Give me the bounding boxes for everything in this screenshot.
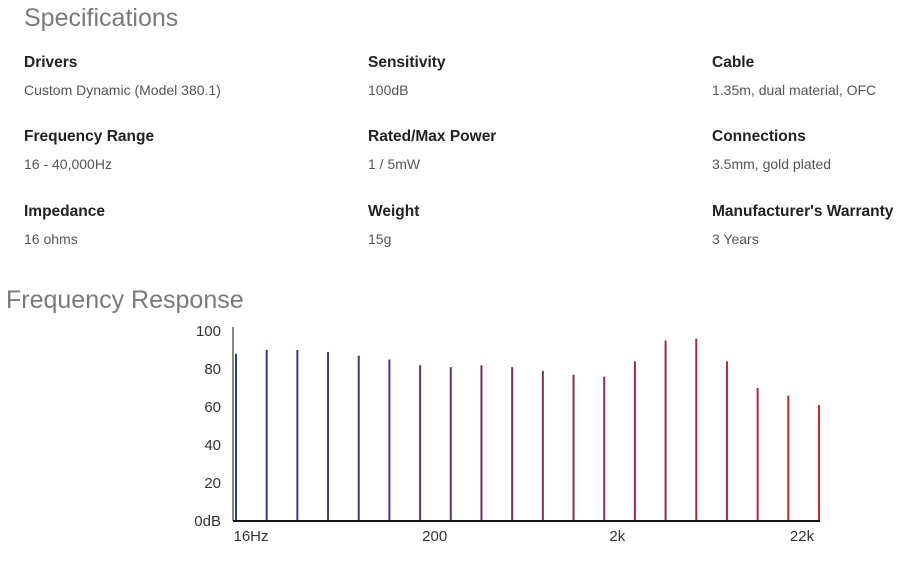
- spec-value: 15g: [368, 231, 392, 247]
- spec-sensitivity: Sensitivity 100dB: [368, 54, 668, 98]
- y-tick-label: 40: [204, 437, 221, 454]
- spec-label: Sensitivity: [368, 54, 446, 71]
- spec-weight: Weight 15g: [368, 203, 668, 247]
- spec-label: Manufacturer's Warranty: [712, 203, 894, 220]
- y-tick-label: 80: [204, 361, 221, 378]
- spec-drivers: Drivers Custom Dynamic (Model 380.1): [24, 54, 324, 98]
- spec-value: 16 - 40,000Hz: [24, 156, 112, 172]
- frequency-response-title: Frequency Response: [6, 286, 244, 314]
- spec-label: Drivers: [24, 54, 78, 71]
- x-tick-label: 200: [422, 528, 447, 545]
- spec-label: Frequency Range: [24, 128, 155, 145]
- spec-value: 1.35m, dual material, OFC: [712, 82, 877, 98]
- spec-value: 3.5mm, gold plated: [712, 156, 832, 172]
- spec-value: 16 ohms: [24, 231, 78, 247]
- spec-cable: Cable 1.35m, dual material, OFC: [712, 54, 900, 98]
- spec-label: Weight: [368, 203, 420, 220]
- spec-value: 3 Years: [712, 231, 759, 247]
- spec-frequency-range: Frequency Range 16 - 40,000Hz: [24, 128, 324, 172]
- specifications-title: Specifications: [24, 4, 179, 32]
- spec-label: Connections: [712, 128, 806, 145]
- spec-rated-max-power: Rated/Max Power 1 / 5mW: [368, 128, 668, 172]
- spec-label: Rated/Max Power: [368, 128, 497, 145]
- y-tick-label: 100: [196, 323, 221, 340]
- spec-connections: Connections 3.5mm, gold plated: [712, 128, 900, 172]
- spec-value: Custom Dynamic (Model 380.1): [24, 82, 221, 98]
- spec-label: Cable: [712, 54, 755, 71]
- spec-warranty: Manufacturer's Warranty 3 Years: [712, 203, 900, 247]
- spec-impedance: Impedance 16 ohms: [24, 203, 324, 247]
- spec-value: 1 / 5mW: [368, 156, 421, 172]
- spec-value: 100dB: [368, 82, 409, 98]
- spec-label: Impedance: [24, 203, 105, 220]
- y-tick-label: 20: [204, 475, 221, 492]
- x-tick-label: 16Hz: [233, 528, 268, 545]
- x-tick-label: 2k: [609, 528, 625, 545]
- y-tick-label: 60: [204, 399, 221, 416]
- x-tick-label: 22k: [790, 528, 815, 545]
- y-tick-label: 0dB: [194, 513, 221, 530]
